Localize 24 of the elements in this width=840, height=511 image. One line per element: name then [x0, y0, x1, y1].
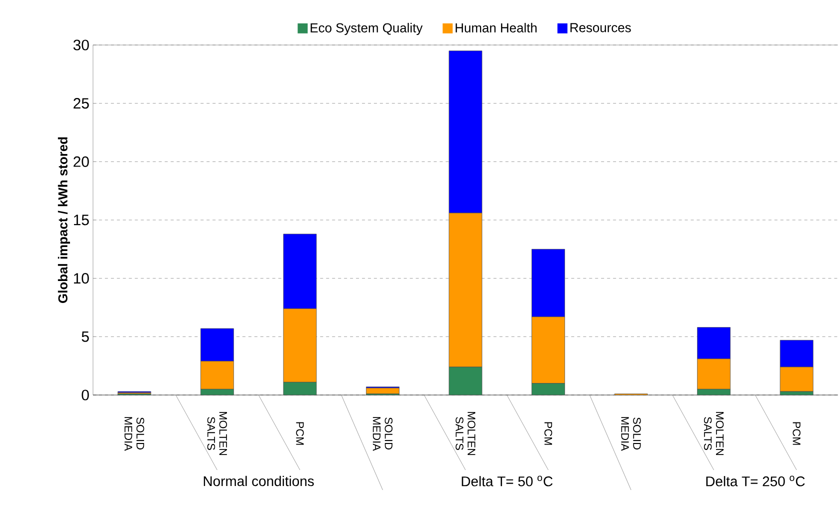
x-tick-label: SOLID MEDIA: [124, 417, 144, 451]
text: Delta T= 250 $^{o}$C: [706, 476, 805, 486]
legend-label: Resources: [570, 23, 631, 32]
y-tick-label: 20: [74, 156, 89, 167]
x-tick-label: SOLID MEDIA: [621, 417, 641, 451]
y-tick-label: 5: [82, 331, 89, 342]
text: Delta T= 50 $^{o}$C: [462, 476, 553, 486]
y-tick-label: 25: [74, 98, 89, 109]
x-tick-label: PCM: [544, 422, 552, 445]
legend-label: Human Health: [456, 22, 537, 32]
bar: [366, 388, 400, 394]
y-tick-label: 30: [73, 40, 89, 50]
legend-label: Eco System Quality: [310, 22, 423, 36]
text: Normal conditions: [204, 476, 314, 486]
x-tick-label: PCM: [792, 422, 800, 445]
y-tick-label: 10: [74, 273, 89, 284]
x-tick-label: PCM: [296, 422, 304, 445]
x-tick-label: MOLTEN SALTS: [456, 412, 476, 456]
x-tick-label: SOLID MEDIA: [372, 417, 393, 451]
x-tick-label: MOLTEN SALTS: [704, 412, 724, 456]
y-tick-label: 15: [74, 214, 89, 226]
y-tick-label: 0: [82, 390, 89, 400]
x-tick-label: MOLTEN SALTS: [207, 412, 228, 456]
y-axis-title: Global impact / kWh stored: [58, 137, 70, 303]
